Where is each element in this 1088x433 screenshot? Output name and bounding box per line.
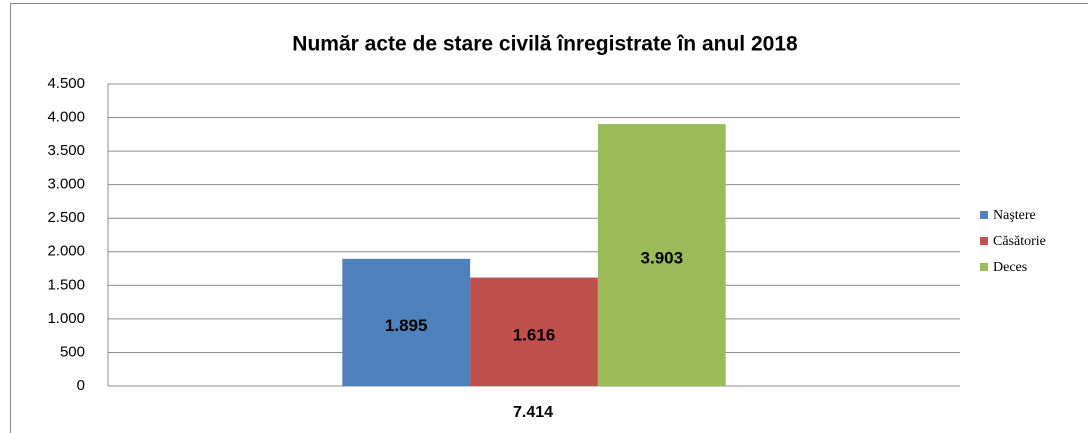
- legend-swatch: [980, 263, 988, 271]
- y-tick-label: 2.000: [47, 243, 85, 260]
- y-tick-label: 0: [77, 377, 85, 394]
- x-tick-label: 7.414: [513, 404, 553, 421]
- y-tick-label: 1.000: [47, 310, 85, 327]
- y-tick-label: 500: [60, 343, 85, 360]
- bar: [470, 277, 598, 386]
- y-tick-label: 1.500: [47, 276, 85, 293]
- chart-title: Număr acte de stare civilă înregistrate …: [292, 33, 798, 56]
- legend-label: Naştere: [993, 208, 1036, 223]
- y-tick-label: 2.500: [47, 209, 85, 226]
- y-tick-label: 3.000: [47, 176, 85, 193]
- bar: [342, 258, 471, 386]
- y-tick-label: 4.000: [47, 109, 85, 126]
- legend-label: Deces: [993, 260, 1027, 275]
- y-tick-label: 4.500: [47, 75, 85, 92]
- bar: [597, 124, 726, 386]
- data-label: 1.895: [385, 316, 428, 335]
- data-label: 3.903: [641, 249, 684, 268]
- legend-swatch: [980, 211, 988, 219]
- data-label: 1.616: [513, 325, 556, 344]
- y-tick-label: 3.500: [47, 142, 85, 159]
- legend-swatch: [980, 237, 988, 245]
- legend-label: Căsătorie: [993, 234, 1046, 249]
